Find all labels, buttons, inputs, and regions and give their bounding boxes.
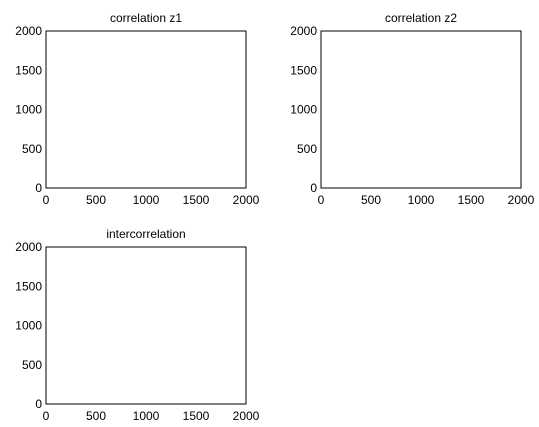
x-tick-label: 2000: [508, 193, 535, 207]
y-tick-labels: 0 500 1000 1500 2000: [15, 240, 42, 411]
chart-title: intercorrelation: [106, 227, 185, 241]
subplot-intercorrelation: intercorrelation 0 500 1000 1500 2000 0 …: [15, 227, 259, 423]
chart-title: correlation z1: [110, 11, 182, 25]
y-tick-label: 1000: [15, 103, 42, 117]
y-tick-label: 2000: [290, 24, 317, 38]
x-tick-label: 1500: [183, 409, 210, 423]
y-tick-label: 2000: [15, 240, 42, 254]
x-tick-label: 0: [43, 409, 50, 423]
subplot-correlation-z2: correlation z2 0 500 1000 1500 2000 0 50…: [290, 11, 534, 207]
y-tick-label: 500: [297, 142, 317, 156]
x-tick-label: 500: [86, 193, 106, 207]
x-tick-label: 1000: [408, 193, 435, 207]
x-tick-label: 1500: [458, 193, 485, 207]
y-tick-labels: 0 500 1000 1500 2000: [15, 24, 42, 195]
y-tick-label: 500: [22, 358, 42, 372]
subplot-correlation-z1: correlation z1 0 500 1000 1500 2000 0 50…: [15, 11, 259, 207]
x-tick-label: 1000: [133, 193, 160, 207]
plot-area: [45, 246, 247, 405]
y-tick-label: 1500: [15, 279, 42, 293]
x-tick-label: 0: [43, 193, 50, 207]
y-tick-label: 0: [35, 181, 42, 195]
x-tick-label: 2000: [233, 409, 260, 423]
y-tick-label: 500: [22, 142, 42, 156]
plot-area: [320, 30, 522, 189]
x-tick-labels: 0 500 1000 1500 2000: [318, 193, 535, 207]
y-tick-label: 1000: [15, 319, 42, 333]
y-tick-label: 1500: [15, 63, 42, 77]
x-tick-label: 0: [318, 193, 325, 207]
y-tick-label: 0: [35, 397, 42, 411]
x-tick-labels: 0 500 1000 1500 2000: [43, 193, 260, 207]
plot-area: [45, 30, 247, 189]
x-tick-label: 1500: [183, 193, 210, 207]
y-tick-label: 1000: [290, 103, 317, 117]
y-tick-label: 0: [310, 181, 317, 195]
x-tick-label: 2000: [233, 193, 260, 207]
x-tick-label: 500: [361, 193, 381, 207]
chart-title: correlation z2: [385, 11, 457, 25]
y-tick-label: 1500: [290, 63, 317, 77]
x-tick-labels: 0 500 1000 1500 2000: [43, 409, 260, 423]
y-tick-label: 2000: [15, 24, 42, 38]
x-tick-label: 1000: [133, 409, 160, 423]
y-tick-labels: 0 500 1000 1500 2000: [290, 24, 317, 195]
x-tick-label: 500: [86, 409, 106, 423]
